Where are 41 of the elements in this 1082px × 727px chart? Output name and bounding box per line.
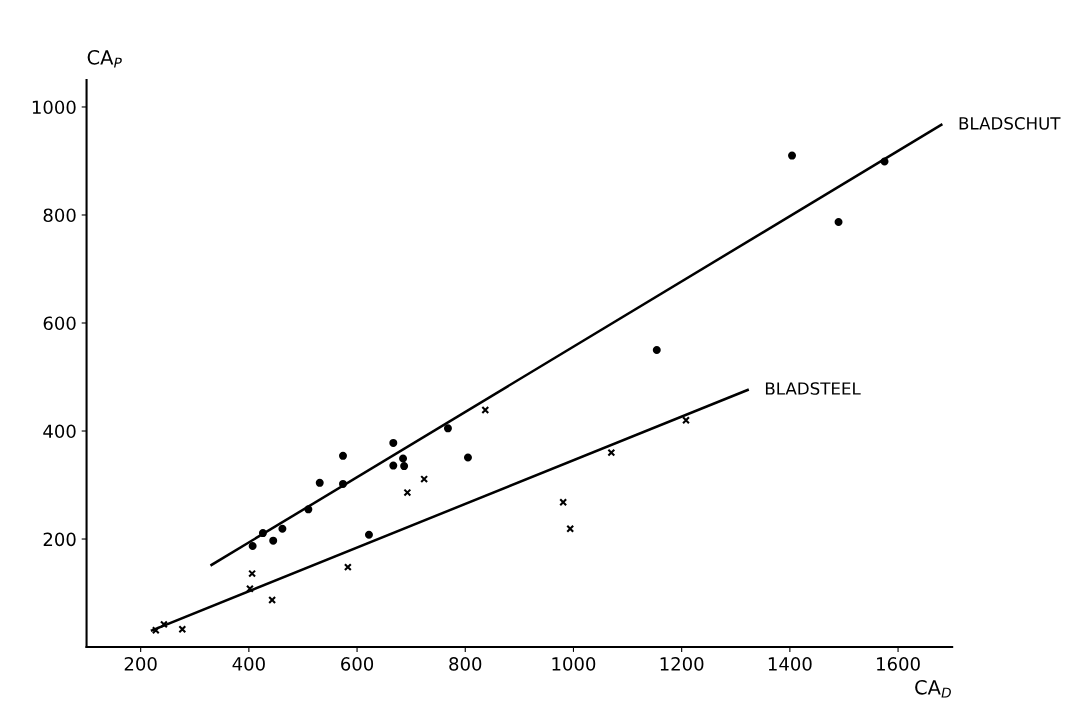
x-tick-label: 400 (232, 657, 265, 671)
point (159, 620, 168, 629)
point (258, 529, 267, 538)
x-axis-title: CA$_{D}$ (915, 679, 951, 698)
x-tick-label: 1600 (877, 657, 920, 671)
point (682, 416, 690, 425)
y-tick-label: 400 (43, 424, 76, 439)
y-tick-label: 200 (43, 532, 76, 547)
point (400, 462, 409, 471)
point (788, 151, 797, 160)
point (834, 218, 843, 226)
point (463, 453, 472, 462)
point (304, 505, 313, 514)
y-axis-title: CA$_{P}$ (87, 50, 122, 68)
point (559, 498, 568, 507)
point (278, 524, 287, 533)
point (269, 536, 278, 545)
x-tick-label: 1000 (552, 657, 596, 671)
series-label: BLADSCHUT (959, 117, 1061, 130)
series-label: BLADSTEEL (765, 382, 861, 395)
point (399, 454, 408, 463)
point (339, 451, 347, 460)
x-tick-label: 600 (341, 657, 374, 671)
x-tick-label: 200 (124, 657, 157, 671)
y-tick-label: 800 (43, 208, 76, 223)
x-tick-label: 1400 (768, 657, 812, 671)
x-tick-label: 800 (449, 657, 482, 671)
point (389, 461, 398, 470)
point (315, 478, 324, 487)
point (443, 424, 452, 433)
x-tick-label: 1200 (660, 657, 704, 671)
point (652, 346, 661, 354)
y-tick-label: 1000 (32, 100, 76, 115)
point (248, 542, 257, 551)
y-tick-label: 600 (43, 316, 76, 331)
point (364, 530, 373, 539)
point (481, 405, 490, 414)
point (389, 438, 398, 447)
point (339, 479, 347, 488)
point (880, 157, 889, 166)
point (245, 584, 254, 593)
